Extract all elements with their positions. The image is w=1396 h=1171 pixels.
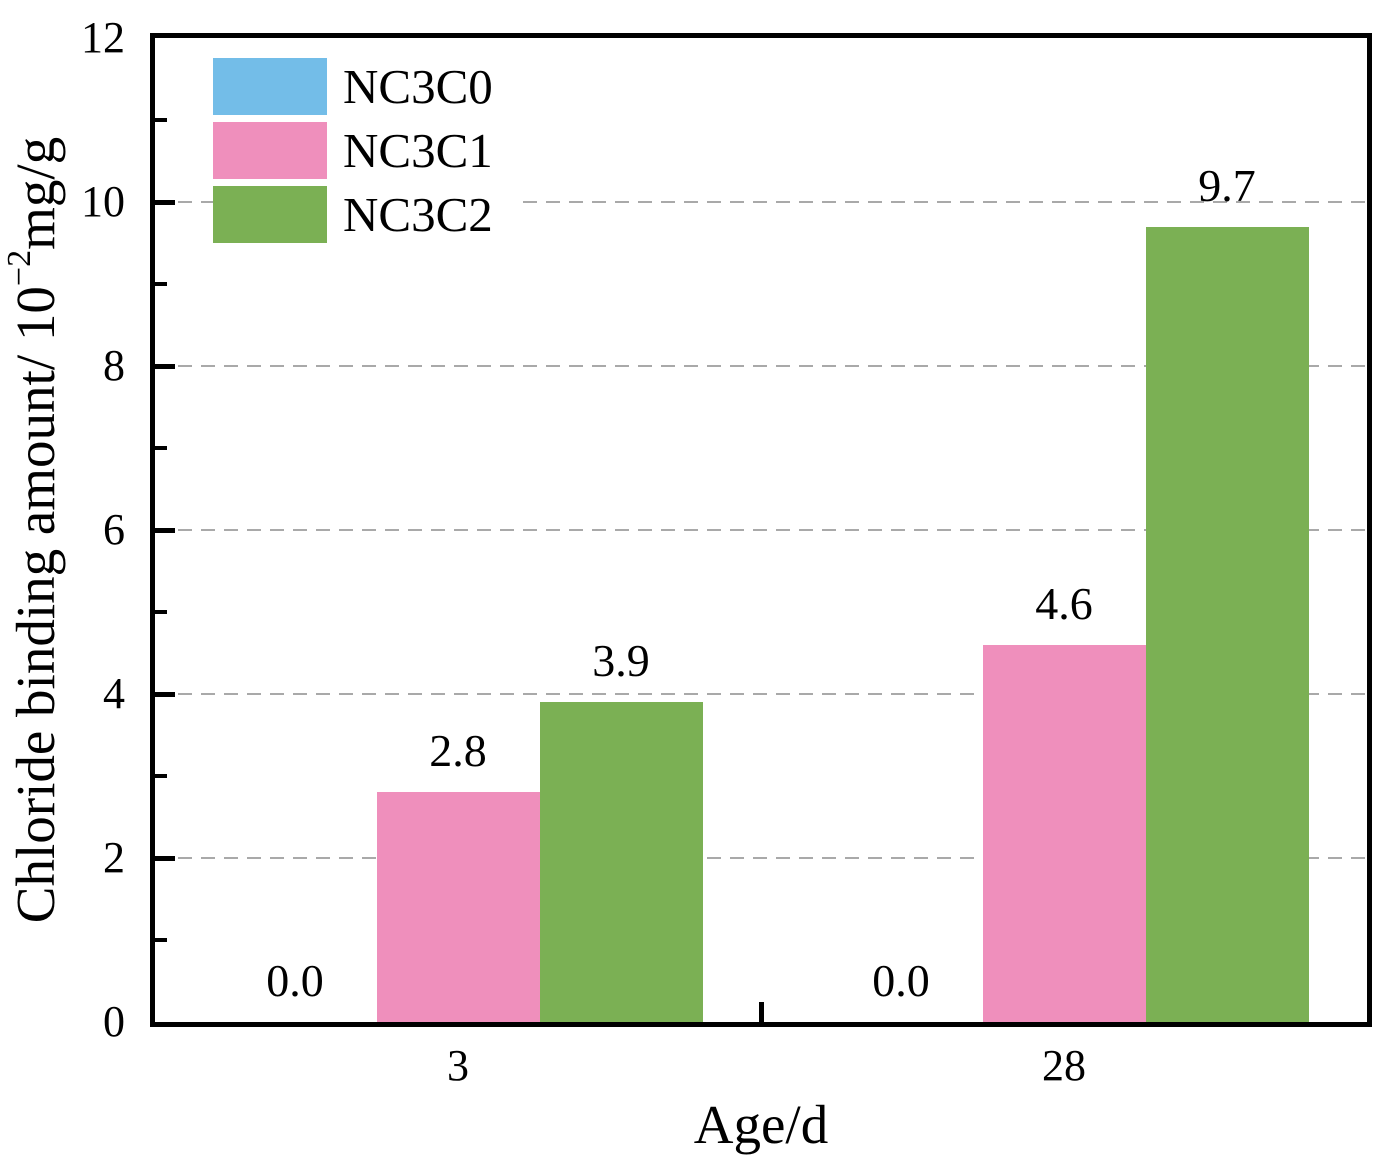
bar-nc3c2-age28 — [1145, 227, 1309, 1022]
x-boundary-tick — [758, 1002, 764, 1022]
bar-value-label: 3.9 — [592, 635, 650, 686]
x-axis-title: Age/d — [693, 1094, 829, 1155]
y-tick-label: 6 — [103, 505, 125, 554]
legend-label: NC3C1 — [343, 123, 493, 178]
y-major-tick — [155, 527, 175, 533]
legend-label: NC3C0 — [343, 59, 493, 114]
legend: NC3C0 NC3C1 NC3C2 — [213, 58, 519, 243]
y-tick-label: 4 — [103, 669, 125, 718]
gridline — [155, 365, 1367, 367]
bar-value-label: 9.7 — [1198, 160, 1256, 211]
legend-swatch-nc3c2 — [213, 186, 327, 243]
y-major-tick — [155, 855, 175, 861]
y-minor-tick — [155, 938, 167, 942]
bar-value-label: 0.0 — [266, 955, 324, 1006]
bar-nc3c2-age3 — [539, 702, 703, 1022]
legend-item-nc3c0: NC3C0 — [213, 58, 493, 115]
legend-swatch-nc3c0 — [213, 58, 327, 115]
legend-swatch-nc3c1 — [213, 122, 327, 179]
legend-item-nc3c1: NC3C1 — [213, 122, 493, 179]
y-minor-tick — [155, 118, 167, 122]
gridline — [155, 857, 1367, 859]
y-tick-label: 12 — [81, 13, 125, 62]
y-tick-label: 8 — [103, 341, 125, 390]
y-major-tick — [155, 363, 175, 369]
y-tick-label: 0 — [103, 997, 125, 1046]
bar-value-label: 0.0 — [872, 955, 930, 1006]
gridline — [155, 201, 1367, 203]
plot-area: NC3C0 NC3C1 NC3C2 0.0 2.8 3.9 0.0 4.6 9.7 — [150, 33, 1372, 1027]
y-tick-label: 10 — [81, 177, 125, 226]
y-axis-title-exponent: −2 — [0, 249, 38, 287]
y-minor-tick — [155, 282, 167, 286]
gridline — [155, 529, 1367, 531]
x-tick-label: 28 — [1042, 1041, 1086, 1090]
y-tick-label: 2 — [103, 833, 125, 882]
legend-item-nc3c2: NC3C2 — [213, 186, 493, 243]
x-tick-label: 3 — [447, 1041, 469, 1090]
y-major-tick — [155, 199, 175, 205]
bar-nc3c1-age28 — [982, 645, 1146, 1022]
y-minor-tick — [155, 446, 167, 450]
bar-value-label: 2.8 — [429, 725, 487, 776]
legend-label: NC3C2 — [343, 187, 493, 242]
y-minor-tick — [155, 774, 167, 778]
gridline — [155, 693, 1367, 695]
y-minor-tick — [155, 610, 167, 614]
bar-nc3c1-age3 — [376, 792, 540, 1022]
y-major-tick — [155, 691, 175, 697]
bar-value-label: 4.6 — [1035, 578, 1093, 629]
